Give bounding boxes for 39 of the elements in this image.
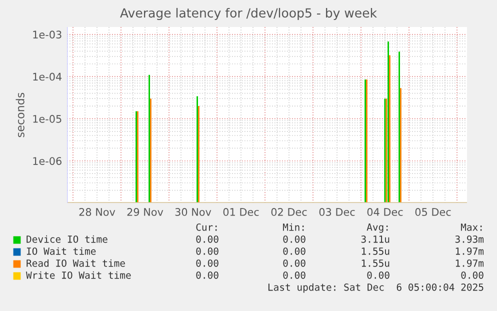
text: 0.00 <box>283 271 306 279</box>
x-tick-label: 29 Nov <box>127 208 164 216</box>
x-tick-label: 28 Nov <box>79 208 116 216</box>
x-tick-label: 05 Dec <box>415 208 451 216</box>
text: 0.00 <box>196 247 218 255</box>
text: 0.00 <box>283 235 306 243</box>
y-tick-label: 1e-04 <box>33 72 62 81</box>
text: 0.00 <box>196 235 218 243</box>
text: Cur: <box>196 223 217 231</box>
y-axis-title: seconds <box>16 92 24 138</box>
legend-label: IO Wait time <box>26 247 96 255</box>
text: Avg: <box>366 224 388 233</box>
text: 3.11u <box>361 235 390 243</box>
y-tick-label: 1e-03 <box>33 30 62 39</box>
y-tick-label: 1e-06 <box>33 157 62 165</box>
text: 1.97m <box>456 247 484 255</box>
text: 0.00 <box>196 271 218 279</box>
text: 0.00 <box>367 271 390 279</box>
y-tick-label: 1e-05 <box>33 114 62 123</box>
x-tick-label: 04 Dec <box>367 208 403 216</box>
legend-label: Device IO time <box>26 235 108 243</box>
text: Min: <box>282 223 304 231</box>
legend-label: Write IO Wait time <box>26 271 131 279</box>
text: 0.00 <box>283 247 306 255</box>
x-tick-label: 03 Dec <box>319 208 355 216</box>
text: 3.93m <box>455 235 484 243</box>
text: 0.00 <box>461 271 484 279</box>
legend-label: Read IO Wait time <box>26 259 125 267</box>
text: Max: <box>460 224 482 231</box>
text: 1.97m <box>456 259 484 267</box>
x-tick-label: 01 Dec <box>223 208 259 216</box>
text: 1.55u <box>362 260 390 267</box>
text: 1.55u <box>362 248 390 255</box>
x-tick-label: 30 Nov <box>175 208 212 216</box>
text: 0.00 <box>196 259 218 267</box>
chart-title: Average latency for /dev/loop5 - by week <box>120 8 377 20</box>
x-tick-label: 02 Dec <box>271 208 307 216</box>
text: Last update: Sat Dec 6 05:00:04 2025 <box>268 283 484 293</box>
text: 0.00 <box>283 259 306 267</box>
